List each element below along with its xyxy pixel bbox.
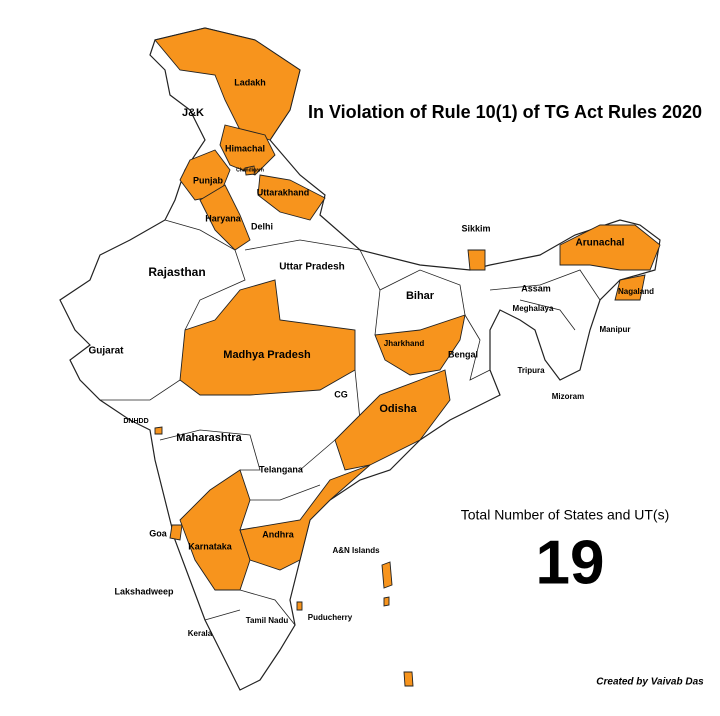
border: [159, 429, 261, 471]
credit: Created by Vaivab Das: [596, 677, 704, 688]
border: [239, 589, 296, 626]
state-label: Tripura: [517, 366, 545, 375]
state-label: Punjab: [193, 175, 224, 185]
border: [244, 239, 381, 336]
state-label: Uttarakhand: [257, 187, 310, 197]
state-label: Arunachal: [576, 238, 625, 249]
state-region: [334, 369, 451, 471]
state-region: [244, 165, 256, 176]
state-label: Uttar Pradesh: [279, 262, 345, 273]
internal-borders: [100, 219, 601, 626]
state-region: [374, 314, 466, 376]
state-region: [199, 184, 251, 251]
state-label: Gujarat: [88, 346, 124, 357]
border: [204, 609, 241, 621]
state-label: Manipur: [599, 325, 630, 334]
state-label: Lakshadweep: [114, 586, 174, 596]
map-regions: [59, 27, 661, 691]
state-label: Haryana: [205, 213, 242, 223]
state-label: Odisha: [379, 403, 417, 415]
state-region: [179, 279, 356, 396]
state-label: Andhra: [262, 529, 294, 539]
state-region: [383, 596, 390, 607]
state-label: Karnataka: [188, 541, 233, 551]
total-label: Total Number of States and UT(s): [461, 507, 670, 523]
state-region: [381, 561, 393, 589]
state-label: Goa: [149, 528, 167, 538]
border: [379, 269, 466, 316]
state-label: DNHDD: [123, 418, 148, 425]
state-label: Sikkim: [461, 223, 490, 233]
state-label: Mizoram: [552, 392, 584, 401]
state-label: A&N Islands: [332, 546, 380, 555]
state-region: [239, 464, 371, 571]
state-label: Ladakh: [234, 77, 266, 87]
state-region: [154, 426, 163, 435]
state-label: Bengal: [448, 349, 478, 359]
state-label: CG: [334, 389, 348, 399]
state-region: [154, 27, 301, 141]
state-region: [296, 601, 303, 611]
map-title: In Violation of Rule 10(1) of TG Act Rul…: [308, 102, 702, 122]
state-label: Nagaland: [618, 287, 654, 296]
state-label: Rajasthan: [148, 265, 205, 279]
state-label: Tamil Nadu: [246, 616, 289, 625]
state-region: [219, 124, 276, 176]
state-label: Telangana: [259, 464, 304, 474]
state-label: Chandigarh: [236, 167, 264, 173]
state-region: [169, 524, 183, 541]
state-region: [559, 224, 661, 271]
state-label: Kerala: [188, 629, 213, 638]
border: [100, 379, 181, 401]
border: [164, 219, 246, 331]
state-region: [403, 671, 414, 687]
state-region: [467, 249, 486, 271]
state-label: Bihar: [406, 290, 435, 302]
border: [489, 269, 601, 301]
state-label: Jharkhand: [384, 339, 425, 348]
total-value: 19: [536, 528, 605, 597]
state-label: Puducherry: [308, 613, 353, 622]
state-region: [614, 274, 646, 301]
border: [519, 299, 576, 331]
state-label: Madhya Pradesh: [223, 349, 311, 361]
state-label: Assam: [521, 283, 551, 293]
state-label: Maharashtra: [176, 432, 242, 444]
border: [464, 314, 491, 381]
state-label: J&K: [182, 107, 204, 119]
state-label: Meghalaya: [513, 304, 554, 313]
state-label: Himachal: [225, 143, 265, 153]
state-label: Delhi: [251, 221, 273, 231]
border: [250, 484, 321, 501]
state-region: [257, 174, 326, 221]
